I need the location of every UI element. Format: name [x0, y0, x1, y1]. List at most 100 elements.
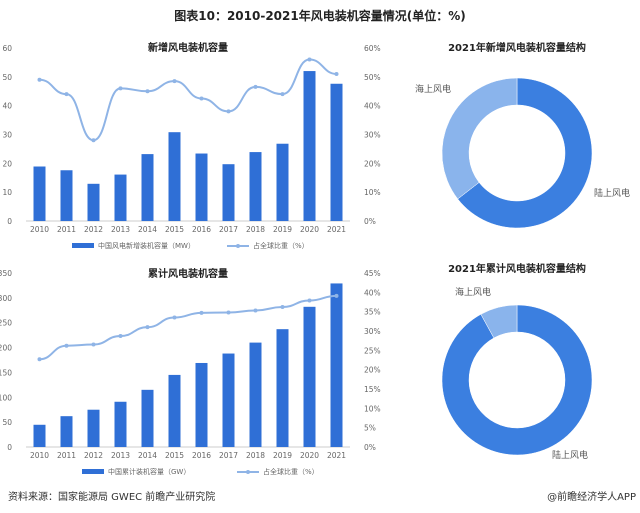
share-point [334, 71, 339, 76]
bar [195, 362, 208, 447]
x-tick-label: 2010 [30, 225, 49, 234]
y-tick-label: 30 [2, 131, 12, 140]
y2-tick-label: 5% [364, 424, 376, 433]
y2-tick-label: 40% [364, 102, 381, 111]
share-point [253, 84, 258, 89]
y-tick-label: 250 [0, 319, 12, 328]
bar [114, 174, 127, 221]
bar [222, 164, 235, 221]
x-tick-label: 2013 [111, 225, 130, 234]
y2-tick-label: 35% [364, 308, 381, 317]
y-tick-label: 60 [2, 44, 12, 53]
x-tick-label: 2021 [327, 225, 346, 234]
legend-line-label: 占全球比重（%） [263, 467, 319, 476]
x-tick-label: 2010 [30, 451, 49, 460]
bar [87, 183, 100, 221]
share-point [145, 325, 150, 330]
y2-tick-label: 45% [364, 269, 381, 278]
legend-line-label: 占全球比重（%） [253, 241, 309, 250]
share-point [307, 57, 312, 62]
share-point [64, 92, 69, 97]
share-point [280, 305, 285, 310]
x-tick-label: 2014 [138, 451, 157, 460]
legend-bar-label: 中国累计装机容量（GW） [108, 467, 190, 476]
legend-line-marker [246, 470, 250, 474]
y-tick-label: 0 [7, 217, 12, 226]
bar [33, 166, 46, 221]
bar [276, 329, 289, 447]
chart-cumulative-capacity: 累计风电装机容量 0 50 100 150 200 250 300 350 0% 5% 10% 15% 2… [0, 267, 381, 476]
y-tick-label: 50 [2, 418, 12, 427]
share-point [199, 310, 204, 315]
x-tick-label: 2012 [84, 451, 103, 460]
bar [222, 353, 235, 447]
bar [276, 143, 289, 221]
y2-tick-label: 20% [364, 366, 381, 375]
x-tick-label: 2020 [300, 225, 319, 234]
y-tick-label: 150 [0, 368, 12, 377]
y-tick-label: 200 [0, 344, 12, 353]
bar [330, 283, 343, 447]
share-point [91, 342, 96, 347]
y-tick-label: 350 [0, 269, 12, 278]
y2-tick-label: 0% [364, 443, 376, 452]
x-tick-label: 2016 [192, 225, 211, 234]
y-tick-label: 50 [2, 73, 12, 82]
y-tick-label: 0 [7, 443, 12, 452]
x-tick-label: 2018 [246, 451, 265, 460]
share-line [39, 294, 337, 361]
bar [60, 170, 73, 221]
y-tick-label: 300 [0, 294, 12, 303]
share-point [226, 109, 231, 114]
y-tick-label: 10 [2, 188, 12, 197]
bar [303, 71, 316, 221]
share-point [91, 138, 96, 143]
share-point [118, 86, 123, 91]
slice-onshore [457, 77, 593, 229]
figure-title: 图表10：2010-2021年风电装机容量情况(单位：%) [174, 8, 465, 23]
source-note: 资料来源：国家能源局 GWEC 前瞻产业研究院 [8, 490, 215, 503]
brand-label: @前瞻经济学人APP [547, 490, 636, 503]
y2-tick-label: 30% [364, 131, 381, 140]
legend-bar-label: 中国风电新增装机容量（MW） [98, 241, 195, 250]
chart-title: 累计风电装机容量 [148, 267, 228, 280]
y2-tick-label: 20% [364, 159, 381, 168]
y-tick-label: 40 [2, 102, 12, 111]
y2-tick-label: 30% [364, 327, 381, 336]
bar [141, 154, 154, 221]
share-point [145, 89, 150, 94]
share-point [253, 308, 258, 313]
share-point [280, 92, 285, 97]
y2-tick-label: 25% [364, 346, 381, 355]
y2-tick-label: 15% [364, 385, 381, 394]
share-point [172, 79, 177, 84]
y-tick-label: 100 [0, 393, 12, 402]
bar [249, 152, 262, 221]
x-tick-label: 2011 [57, 451, 76, 460]
slice-offshore [441, 77, 518, 200]
x-tick-label: 2017 [219, 451, 238, 460]
bar [141, 389, 154, 447]
bar [303, 306, 316, 447]
x-tick-label: 2014 [138, 225, 157, 234]
x-tick-label: 2015 [165, 225, 184, 234]
bar [60, 416, 73, 447]
share-point [118, 334, 123, 339]
legend-bar-swatch [82, 469, 104, 474]
bar [195, 153, 208, 221]
y2-tick-label: 40% [364, 288, 381, 297]
y2-tick-label: 10% [364, 404, 381, 413]
x-tick-label: 2019 [273, 451, 292, 460]
bar [168, 374, 181, 447]
share-point [37, 357, 42, 362]
share-point [307, 298, 312, 303]
share-point [37, 77, 42, 82]
bar [114, 401, 127, 447]
label-onshore: 陆上风电 [552, 449, 588, 461]
share-point [334, 293, 339, 298]
share-point [172, 315, 177, 320]
